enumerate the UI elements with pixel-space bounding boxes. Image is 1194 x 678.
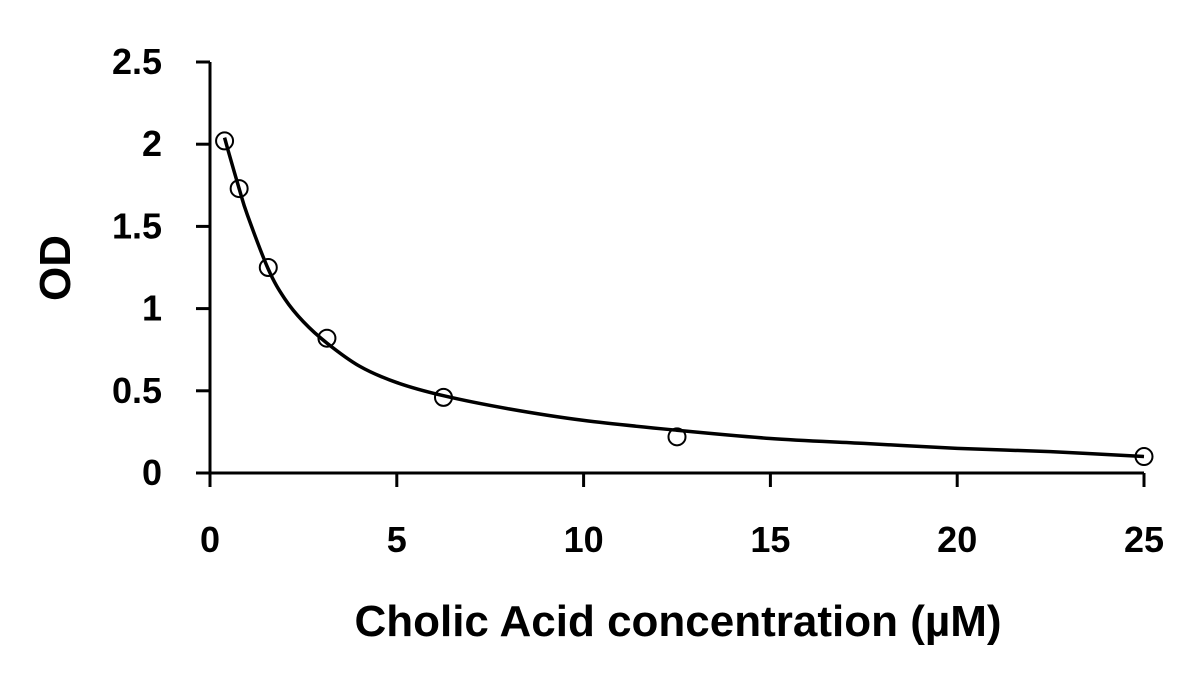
fit-curve-layer [222, 137, 1145, 459]
data-point [317, 328, 337, 348]
data-point [229, 179, 249, 199]
y-axis-title: OD [31, 235, 80, 301]
data-point [258, 258, 278, 277]
data-point [215, 131, 235, 151]
x-tick-label: 25 [1124, 519, 1164, 560]
y-tick-label: 0 [142, 452, 162, 493]
data-point [667, 427, 687, 447]
x-axis-title: Cholic Acid concentration (µM) [354, 597, 1001, 646]
data-points-layer [215, 131, 1154, 467]
fit-curve-line [222, 137, 1145, 459]
data-point [1134, 447, 1154, 467]
data-point [434, 387, 453, 407]
y-tick-label: 1.5 [112, 205, 162, 246]
x-tick-label: 20 [937, 519, 977, 560]
x-tick-label: 0 [200, 519, 220, 560]
x-tick-label: 15 [750, 519, 790, 560]
y-tick-label: 1 [142, 288, 162, 329]
ticks: 0 0.5 1 1.5 2 2.5 0 5 10 15 20 25 [112, 41, 1164, 560]
y-tick-label: 2 [142, 123, 162, 164]
x-tick-label: 10 [564, 519, 604, 560]
y-tick-label: 2.5 [112, 41, 162, 82]
x-tick-label: 5 [387, 519, 407, 560]
y-tick-label: 0.5 [112, 370, 162, 411]
axes [208, 62, 1144, 475]
